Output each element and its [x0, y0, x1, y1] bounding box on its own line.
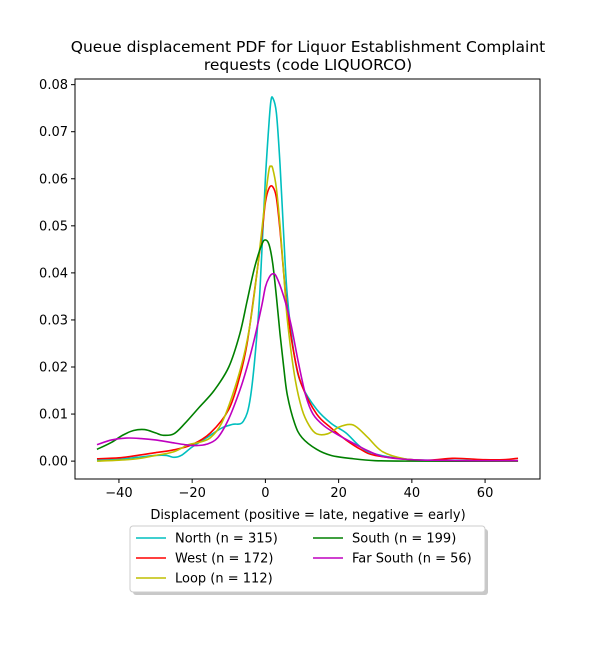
series-line-4	[96, 272, 519, 462]
plot-frame	[74, 78, 541, 480]
y-tick-label-1: 0.01	[39, 408, 68, 423]
legend-label-0: North (n = 315)	[175, 532, 278, 547]
legend-label-4: Far South (n = 56)	[352, 552, 472, 567]
y-tick-label-3: 0.03	[39, 313, 68, 328]
y-tick-label-2: 0.02	[39, 361, 68, 376]
x-tick-label-5: 60	[477, 486, 494, 501]
legend-label-2: Loop (n = 112)	[175, 572, 273, 587]
y-tick-label-6: 0.06	[39, 172, 68, 187]
x-tick-label-0: −40	[105, 486, 132, 501]
ticks-layer: −40 −20 0 20 40 60 0.00 0.01 0.02 0.03 0.04 0.05 0.0…	[39, 78, 493, 501]
series-layer	[96, 96, 519, 462]
x-tick-label-1: −20	[178, 486, 205, 501]
x-tick-label-3: 20	[330, 486, 347, 501]
legend: North (n = 315) West (n = 172) Loop (n = 1…	[129, 525, 488, 595]
legend-label-3: South (n = 199)	[352, 532, 456, 547]
y-tick-label-7: 0.07	[39, 125, 68, 140]
y-tick-label-0: 0.00	[39, 455, 68, 470]
series-line-2	[96, 165, 519, 462]
x-tick-label-4: 40	[404, 486, 421, 501]
series-line-0	[96, 96, 519, 462]
x-axis-label: Displacement (positive = late, negative …	[150, 508, 465, 523]
x-tick-label-2: 0	[261, 486, 269, 501]
legend-label-1: West (n = 172)	[175, 552, 273, 567]
chart-title-line2: requests (code LIQUORCO)	[204, 56, 412, 74]
y-tick-label-5: 0.05	[39, 219, 68, 234]
chart-title-line1: Queue displacement PDF for Liquor Establ…	[71, 38, 546, 56]
y-tick-label-8: 0.08	[39, 78, 68, 93]
y-tick-label-4: 0.04	[39, 266, 68, 281]
series-line-3	[96, 239, 519, 462]
legend-entries: North (n = 315) West (n = 172) Loop (n = 1…	[136, 532, 472, 587]
legend-box	[129, 525, 486, 593]
